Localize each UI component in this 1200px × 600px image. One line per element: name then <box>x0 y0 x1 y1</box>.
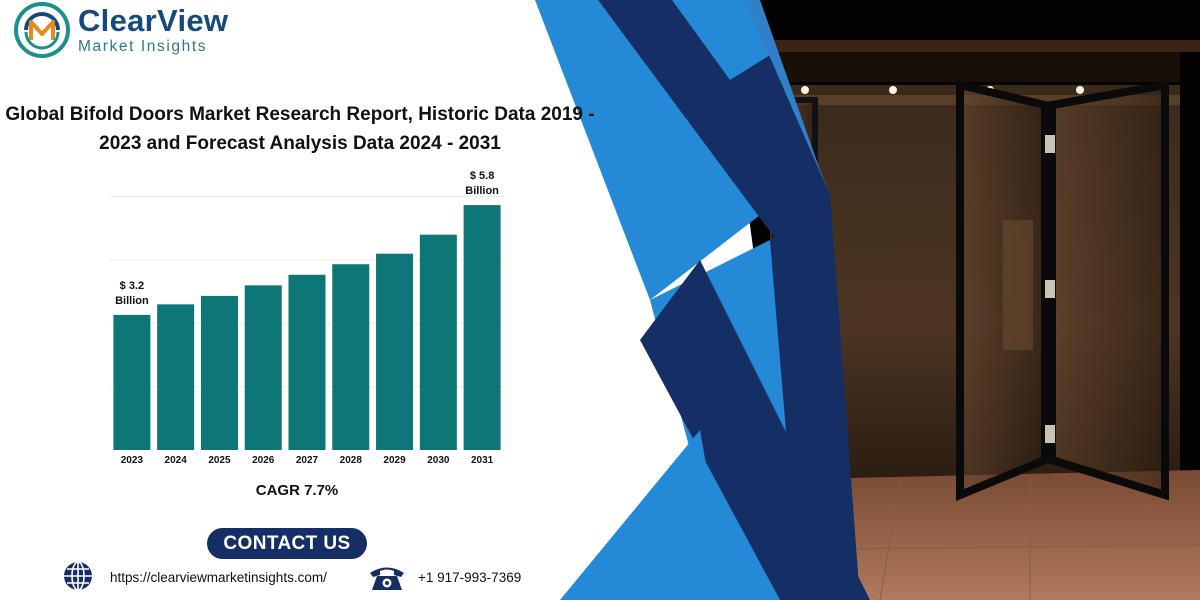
x-tick-2026: 2026 <box>252 455 275 466</box>
value-unit-2031: Billion <box>465 185 499 197</box>
report-title-line-2: 2023 and Forecast Analysis Data 2024 - 2… <box>99 133 501 154</box>
x-tick-2023: 2023 <box>121 455 144 466</box>
bar-2029 <box>376 253 414 450</box>
contact-us-button[interactable]: CONTACT US <box>207 528 367 559</box>
website-link[interactable]: https://clearviewmarketinsights.com/ <box>110 570 327 585</box>
x-tick-2031: 2031 <box>471 455 494 466</box>
x-tick-2025: 2025 <box>208 455 231 466</box>
bar-2031 <box>463 205 501 450</box>
x-tick-2030: 2030 <box>427 455 450 466</box>
telephone-icon <box>370 567 404 590</box>
brand-name: ClearView <box>78 3 229 39</box>
x-tick-2029: 2029 <box>383 455 406 466</box>
globe-icon <box>64 561 92 591</box>
x-tick-2027: 2027 <box>296 455 319 466</box>
bar-2030 <box>419 234 457 450</box>
cagr-label: CAGR 7.7% <box>255 482 339 499</box>
x-tick-2024: 2024 <box>165 455 188 466</box>
bar-2028 <box>332 264 370 450</box>
phone-number[interactable]: +1 917-993-7369 <box>418 570 522 585</box>
bar-2026 <box>244 285 282 450</box>
value-unit-2023: Billion <box>115 295 149 307</box>
brand-subtitle: Market Insights <box>78 38 208 56</box>
bar-2023 <box>113 314 151 450</box>
report-title: Global Bifold Doors Market Research Repo… <box>0 100 600 158</box>
market-size-bar-chart: 2023 2024 2025 2026 2027 2028 2029 2030 2031 $ 3.… <box>110 170 504 466</box>
report-title-line-1: Global Bifold Doors Market Research Repo… <box>5 104 595 125</box>
value-label-2023: $ 3.2 <box>120 280 144 292</box>
x-tick-2028: 2028 <box>340 455 363 466</box>
bar-2027 <box>288 274 326 450</box>
bar-2024 <box>157 304 195 450</box>
brand-logo[interactable]: ClearView Market Insights <box>14 2 228 58</box>
clearview-logo-icon <box>14 2 70 58</box>
value-label-2031: $ 5.8 <box>470 170 494 182</box>
bar-2025 <box>200 295 238 450</box>
